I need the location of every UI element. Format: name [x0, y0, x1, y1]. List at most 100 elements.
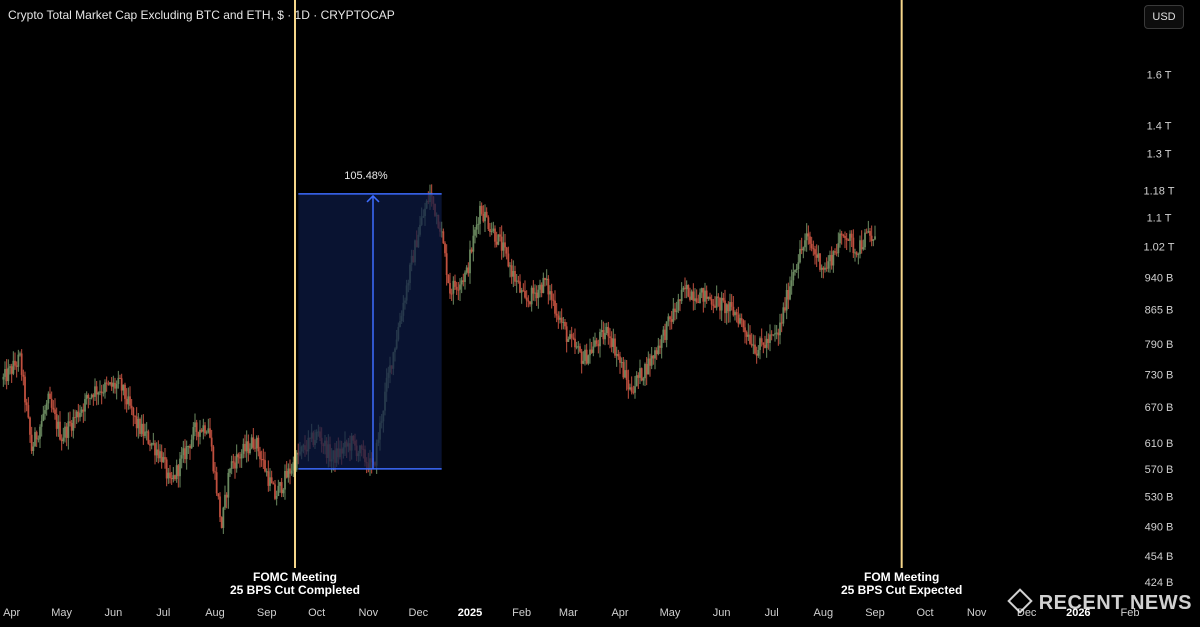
- candle-body: [184, 448, 186, 460]
- candle-body: [704, 290, 706, 302]
- candle-body: [202, 425, 205, 432]
- candle-body: [79, 412, 81, 418]
- candle-body: [214, 471, 216, 473]
- currency-button[interactable]: USD: [1144, 5, 1184, 29]
- candle-body: [260, 459, 263, 461]
- candle-body: [284, 471, 286, 490]
- candle-body: [799, 248, 801, 263]
- candle-body: [272, 483, 275, 485]
- candle-body: [797, 262, 800, 269]
- candle-body: [854, 252, 856, 254]
- candle-body: [837, 243, 840, 254]
- candle-body: [745, 332, 748, 337]
- candle-body: [179, 458, 181, 477]
- candle-body: [767, 338, 770, 343]
- y-tick-label: 670 B: [1145, 402, 1174, 414]
- candle-body: [717, 296, 720, 298]
- candle-body: [104, 382, 106, 393]
- candle-body: [134, 415, 136, 417]
- candle-body: [59, 421, 61, 440]
- candle-body: [95, 386, 98, 395]
- candle-body: [20, 353, 23, 375]
- candle-body: [40, 420, 43, 427]
- candle-body: [457, 289, 460, 291]
- candle-body: [565, 326, 568, 342]
- candle-body: [535, 292, 538, 299]
- candle-body: [94, 386, 96, 397]
- candle-body: [80, 409, 83, 413]
- candle-body: [762, 342, 765, 345]
- candle-body: [752, 344, 755, 346]
- candle-body: [249, 448, 251, 454]
- candle-body: [280, 482, 283, 494]
- candle-body: [275, 495, 278, 499]
- candle-body: [750, 343, 753, 346]
- candle-body: [197, 431, 200, 437]
- candle-body: [739, 318, 741, 324]
- candle-body: [257, 437, 260, 452]
- candle-body: [7, 367, 10, 382]
- candle-body: [70, 422, 73, 431]
- y-tick-label: 1.02 T: [1144, 241, 1175, 253]
- x-tick-label: 2026: [1066, 607, 1090, 619]
- candle-body: [44, 410, 46, 414]
- candle-body: [530, 287, 533, 305]
- candle-body: [649, 358, 651, 366]
- candle-body: [22, 374, 25, 377]
- range-arrow-head-icon: [366, 194, 380, 203]
- candle-body: [594, 340, 596, 347]
- candle-body: [54, 409, 56, 415]
- candle-body: [814, 249, 816, 255]
- candle-body: [522, 290, 525, 292]
- candle-body: [740, 318, 743, 321]
- y-axis[interactable]: 1.6 T 1.4 T 1.3 T 1.18 T 1.1 T 1.02 T 940 B 865…: [1144, 69, 1175, 589]
- candle-body: [637, 375, 640, 378]
- x-tick-label: May: [660, 607, 681, 619]
- candle-body: [90, 394, 93, 398]
- x-tick-label: Sep: [257, 607, 277, 619]
- candle-body: [685, 284, 688, 290]
- candle-body: [227, 472, 230, 498]
- candle-body: [744, 327, 746, 333]
- candle-body: [625, 370, 628, 380]
- candle-body: [677, 299, 680, 311]
- candle-body: [742, 320, 745, 328]
- candle-body: [264, 460, 266, 472]
- candle-body: [605, 326, 608, 334]
- candle-body: [152, 443, 155, 445]
- candle-body: [737, 314, 740, 324]
- candle-body: [10, 366, 13, 374]
- candle-body: [5, 369, 8, 382]
- x-axis[interactable]: Apr May Jun Jul Aug Sep Oct Nov Dec 2025 Feb Mar Apr…: [3, 607, 1139, 619]
- candle-body: [492, 228, 495, 232]
- candle-body: [195, 422, 198, 432]
- candle-body: [539, 284, 541, 290]
- candle-body: [679, 299, 681, 302]
- candle-body: [215, 472, 218, 494]
- candle-body: [534, 292, 536, 294]
- x-tick-label: Dec: [409, 607, 429, 619]
- candle-body: [167, 472, 170, 479]
- candle-body: [87, 394, 90, 399]
- candle-body: [722, 297, 725, 301]
- candle-body: [259, 451, 261, 460]
- candle-body: [525, 297, 528, 301]
- candle-body: [699, 292, 701, 303]
- candle-body: [825, 267, 828, 269]
- candle-body: [715, 296, 718, 308]
- candle-body: [839, 233, 841, 244]
- y-tick-label: 865 B: [1145, 304, 1174, 316]
- candle-body: [610, 338, 613, 347]
- candle-body: [2, 376, 5, 380]
- candle-body: [219, 496, 221, 518]
- candle-body: [794, 269, 796, 273]
- candle-body: [74, 417, 76, 419]
- candle-body: [150, 443, 153, 446]
- candle-body: [549, 291, 551, 295]
- candle-body: [127, 396, 130, 405]
- candle-body: [287, 468, 290, 478]
- candle-body: [472, 235, 475, 252]
- candle-body: [465, 267, 468, 273]
